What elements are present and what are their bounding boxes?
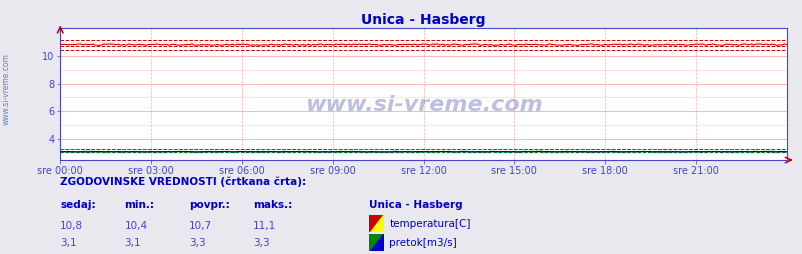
Text: ZGODOVINSKE VREDNOSTI (črtkana črta):: ZGODOVINSKE VREDNOSTI (črtkana črta): [60,177,306,187]
Text: 10,8: 10,8 [60,221,83,231]
Text: 3,1: 3,1 [124,239,141,248]
Text: 10,4: 10,4 [124,221,148,231]
Text: povpr.:: povpr.: [188,200,229,210]
Polygon shape [370,234,383,251]
Text: 3,3: 3,3 [253,239,269,248]
Text: sedaj:: sedaj: [60,200,95,210]
Text: www.si-vreme.com: www.si-vreme.com [2,53,11,125]
Text: www.si-vreme.com: www.si-vreme.com [304,94,542,115]
Title: Unica - Hasberg: Unica - Hasberg [361,13,485,27]
Text: temperatura[C]: temperatura[C] [389,219,470,229]
Polygon shape [370,215,383,232]
Text: 3,3: 3,3 [188,239,205,248]
Text: pretok[m3/s]: pretok[m3/s] [389,238,456,248]
Text: 11,1: 11,1 [253,221,276,231]
Text: 10,7: 10,7 [188,221,212,231]
Text: min.:: min.: [124,200,154,210]
Text: maks.:: maks.: [253,200,292,210]
Text: Unica - Hasberg: Unica - Hasberg [369,200,463,210]
Text: 3,1: 3,1 [60,239,77,248]
